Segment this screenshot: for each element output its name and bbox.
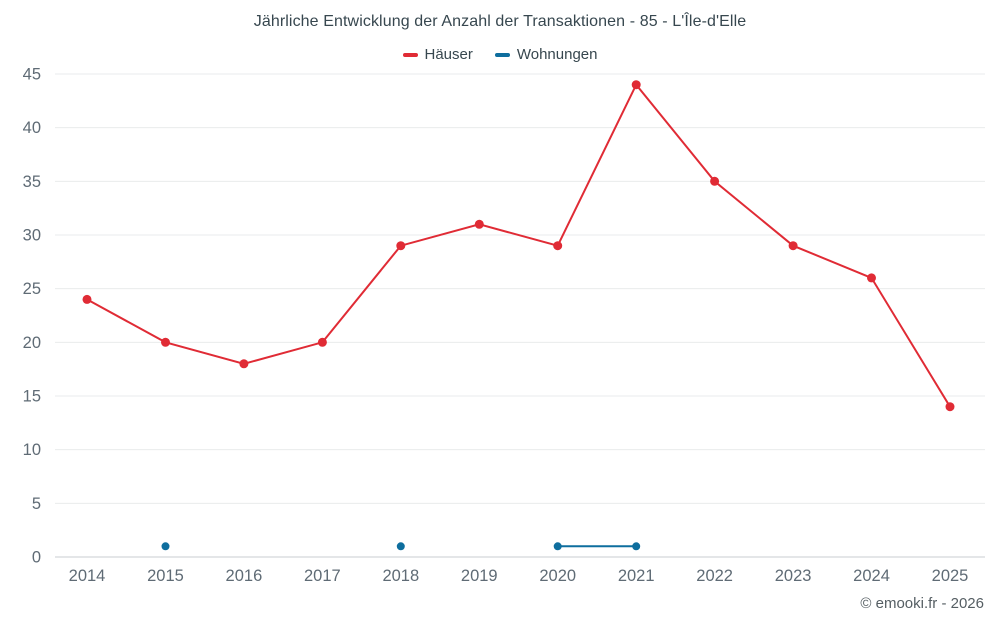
y-axis-label: 35 (23, 173, 41, 191)
data-point-h-user-2023[interactable] (788, 241, 798, 251)
y-axis-label: 20 (23, 334, 41, 352)
y-axis-label: 5 (32, 495, 41, 513)
y-axis-label: 15 (23, 388, 41, 406)
legend-marker-hauser-icon (402, 52, 418, 57)
legend-label-wohnungen: Wohnungen (516, 46, 598, 63)
y-axis-label: 30 (23, 227, 41, 245)
x-axis-label: 2025 (932, 567, 969, 585)
x-axis-label: 2024 (853, 567, 890, 585)
x-axis-label: 2021 (618, 567, 655, 585)
x-axis-label: 2017 (304, 567, 341, 585)
chart-title: Jährliche Entwicklung der Anzahl der Tra… (253, 13, 747, 30)
y-axis-label: 10 (23, 441, 41, 459)
legend-label-hauser: Häuser (424, 46, 473, 63)
data-point-h-user-2025[interactable] (945, 402, 955, 412)
x-axis-label: 2019 (461, 567, 498, 585)
data-point-h-user-2019[interactable] (474, 219, 484, 229)
data-point-wohnungen-2021[interactable] (632, 542, 641, 551)
data-point-wohnungen-2018[interactable] (396, 542, 405, 551)
series-line-h-user (86, 82, 951, 408)
data-point-h-user-2014[interactable] (82, 294, 92, 304)
x-axis-label: 2020 (539, 567, 576, 585)
copyright: © emooki.fr - 2026 (860, 595, 984, 612)
x-axis-label: 2016 (226, 567, 263, 585)
data-point-h-user-2024[interactable] (867, 273, 876, 283)
data-point-h-user-2021[interactable] (631, 80, 641, 90)
x-axis-label: 2023 (775, 567, 812, 585)
y-axis-label: 25 (23, 280, 41, 298)
y-axis-label: 0 (32, 549, 41, 567)
legend-marker-wohnungen-icon (494, 52, 510, 57)
x-axis-label: 2022 (696, 567, 733, 585)
legend: Häuser Wohnungen (0, 46, 1000, 63)
legend-item-wohnungen[interactable]: Wohnungen (494, 46, 598, 63)
data-point-h-user-2016[interactable] (239, 359, 249, 369)
x-axis-label: 2018 (382, 567, 419, 585)
data-point-h-user-2020[interactable] (553, 241, 563, 251)
x-axis-label: 2014 (69, 567, 106, 585)
data-point-wohnungen-2015[interactable] (161, 542, 170, 551)
x-axis-label: 2015 (147, 567, 184, 585)
y-axis-label: 40 (23, 119, 41, 137)
data-point-h-user-2015[interactable] (161, 337, 170, 347)
data-point-h-user-2018[interactable] (396, 241, 406, 251)
data-point-wohnungen-2020[interactable] (553, 542, 562, 551)
y-axis-label: 45 (23, 66, 41, 84)
legend-item-hauser[interactable]: Häuser (402, 46, 473, 63)
data-point-h-user-2022[interactable] (710, 176, 720, 186)
data-point-h-user-2017[interactable] (317, 337, 327, 347)
